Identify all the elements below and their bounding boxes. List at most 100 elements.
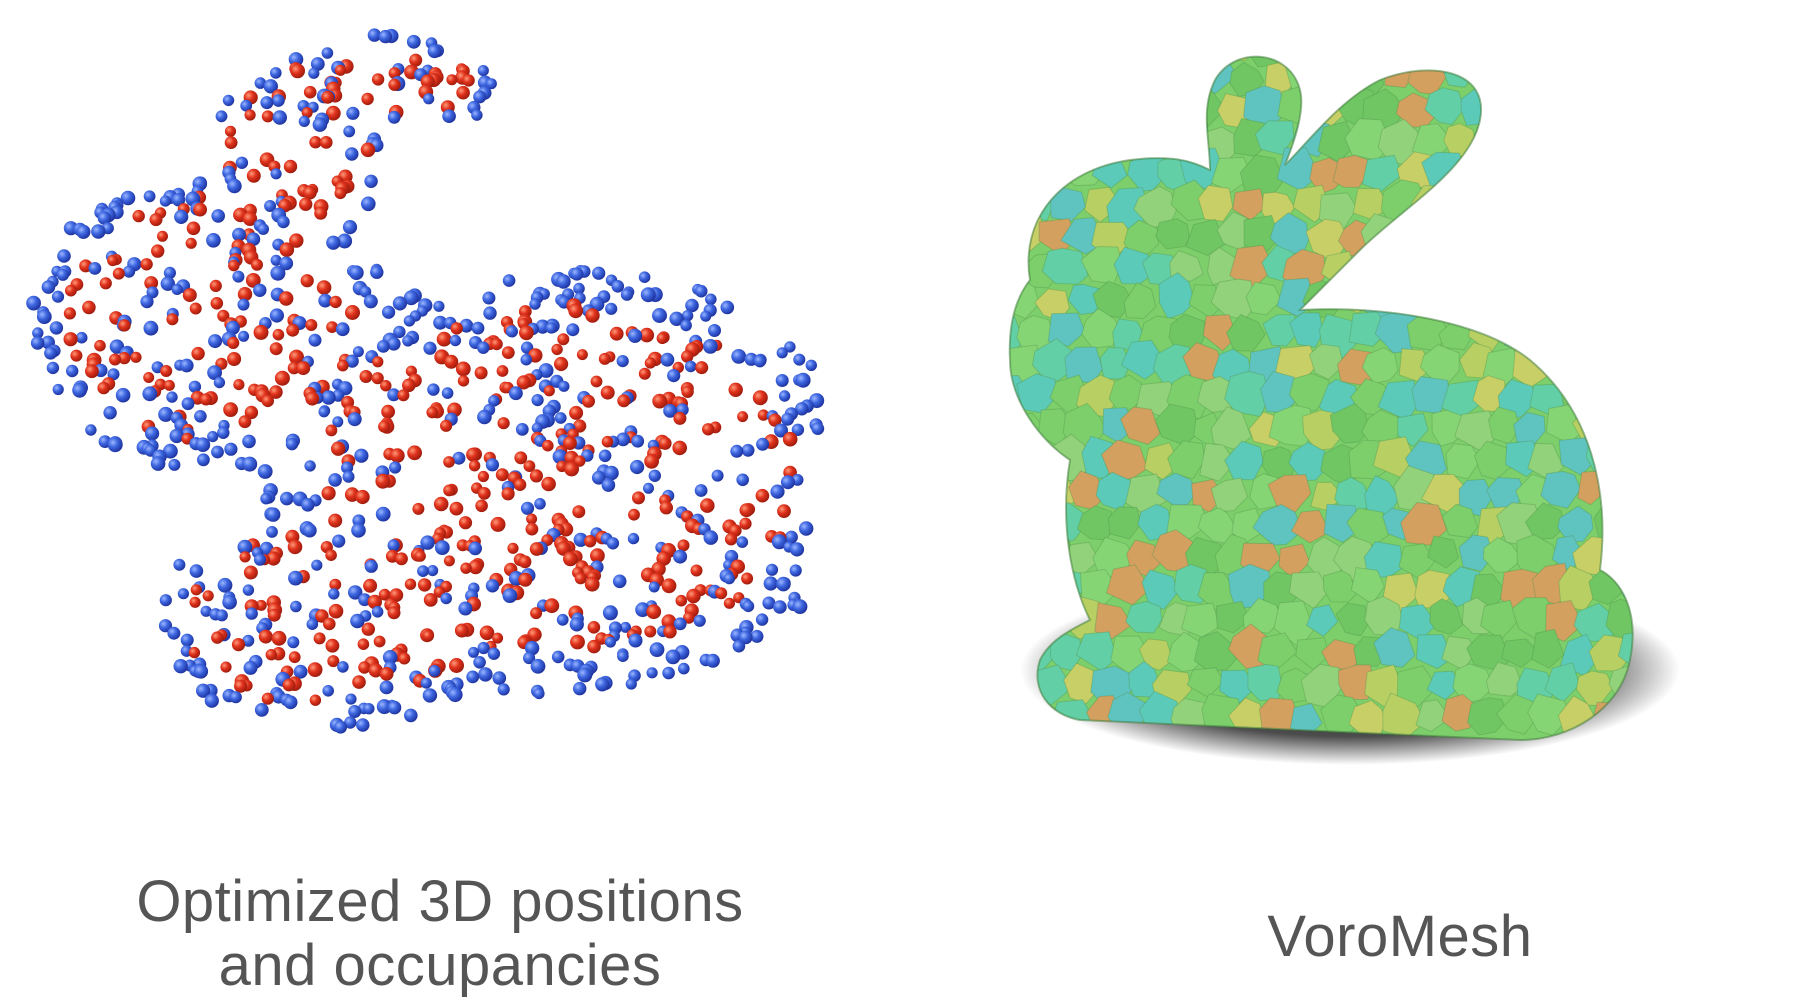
outside-point xyxy=(620,621,631,633)
inside-point xyxy=(677,539,690,552)
inside-point xyxy=(690,564,703,577)
inside-point xyxy=(387,606,401,620)
inside-point xyxy=(440,419,453,432)
outside-point xyxy=(351,523,366,538)
voronoi-cell xyxy=(1262,314,1299,347)
outside-point xyxy=(750,629,764,643)
voronoi-cell xyxy=(1064,85,1102,125)
inside-point xyxy=(450,322,463,335)
inside-point xyxy=(269,342,283,356)
inside-point xyxy=(231,638,246,652)
inside-point xyxy=(97,381,110,395)
inside-point xyxy=(189,302,202,315)
outside-point xyxy=(776,347,788,359)
voronoi-cell xyxy=(960,475,982,510)
inside-point xyxy=(209,279,222,292)
voronoi-cell xyxy=(1546,91,1583,126)
outside-point xyxy=(370,265,384,279)
outside-point xyxy=(215,110,228,123)
inside-point xyxy=(238,415,252,429)
outside-point xyxy=(529,298,541,310)
inside-point xyxy=(455,361,471,377)
inside-point xyxy=(149,213,163,227)
voronoi-cell xyxy=(1589,377,1630,415)
outside-point xyxy=(328,588,340,600)
outside-point xyxy=(483,306,497,320)
outside-point xyxy=(770,484,785,499)
inside-point xyxy=(458,516,473,530)
outside-point xyxy=(488,395,500,407)
outside-point xyxy=(85,424,97,436)
outside-point xyxy=(784,341,796,353)
outside-point xyxy=(792,599,808,614)
inside-point xyxy=(757,409,770,421)
inside-point xyxy=(279,291,294,306)
inside-point xyxy=(412,502,425,515)
outside-point xyxy=(452,451,466,465)
outside-point xyxy=(246,232,261,246)
inside-point xyxy=(151,244,165,258)
inside-point xyxy=(271,630,287,646)
outside-point xyxy=(776,576,791,592)
inside-point xyxy=(321,90,335,104)
voronoi-cell xyxy=(1218,669,1257,705)
inside-point xyxy=(632,491,645,505)
voronoi-cell xyxy=(1426,535,1460,569)
voronoi-cell xyxy=(1589,58,1626,92)
outside-point xyxy=(75,331,88,344)
outside-point xyxy=(552,449,568,464)
voronoi-cell xyxy=(1608,537,1633,574)
outside-point xyxy=(680,319,692,332)
outside-point xyxy=(260,96,274,110)
outside-point xyxy=(598,449,612,463)
inside-point xyxy=(217,309,230,322)
outside-point xyxy=(332,416,344,428)
inside-point xyxy=(572,505,586,519)
outside-point xyxy=(406,34,421,49)
outside-point xyxy=(387,110,401,124)
inside-point xyxy=(388,78,401,91)
outside-point xyxy=(520,353,533,366)
inside-point xyxy=(590,375,603,388)
voronoi-cell xyxy=(1531,114,1570,158)
inside-point xyxy=(507,542,519,554)
outside-point xyxy=(177,588,189,600)
inside-point xyxy=(569,405,584,420)
inside-point xyxy=(574,572,587,585)
outside-point xyxy=(301,498,315,512)
voronoi-cell xyxy=(1009,147,1017,185)
outside-point xyxy=(545,322,557,334)
outside-point xyxy=(217,426,230,439)
inside-point xyxy=(652,393,668,409)
voronoi-cell xyxy=(1213,56,1255,61)
inside-point xyxy=(355,489,370,505)
voronoi-cell xyxy=(1603,348,1633,385)
outside-point xyxy=(523,651,536,665)
voronoi-cell xyxy=(1499,122,1535,156)
inside-point xyxy=(251,258,263,271)
outside-point xyxy=(502,274,516,287)
outside-point xyxy=(570,267,584,281)
outside-point xyxy=(573,532,588,547)
outside-point xyxy=(556,613,569,626)
voronoi-cell xyxy=(1415,699,1452,732)
outside-point xyxy=(591,470,606,485)
outside-point xyxy=(382,305,396,319)
outside-point xyxy=(308,67,320,79)
voronoi-cell xyxy=(1329,403,1370,444)
voronoi-cell xyxy=(1501,56,1541,99)
outside-point xyxy=(617,650,629,662)
inside-point xyxy=(279,242,295,257)
voronoi-cell xyxy=(1210,477,1249,512)
inside-point xyxy=(325,105,341,121)
inside-point xyxy=(723,597,736,609)
outside-point xyxy=(742,600,755,613)
inside-point xyxy=(479,625,495,641)
voronoi-cell xyxy=(1156,472,1199,506)
inside-point xyxy=(518,555,532,569)
outside-point xyxy=(376,699,392,715)
inside-point xyxy=(423,593,438,607)
outside-point xyxy=(592,266,606,280)
outside-point xyxy=(280,491,294,506)
voronoi-cell xyxy=(1108,56,1157,92)
